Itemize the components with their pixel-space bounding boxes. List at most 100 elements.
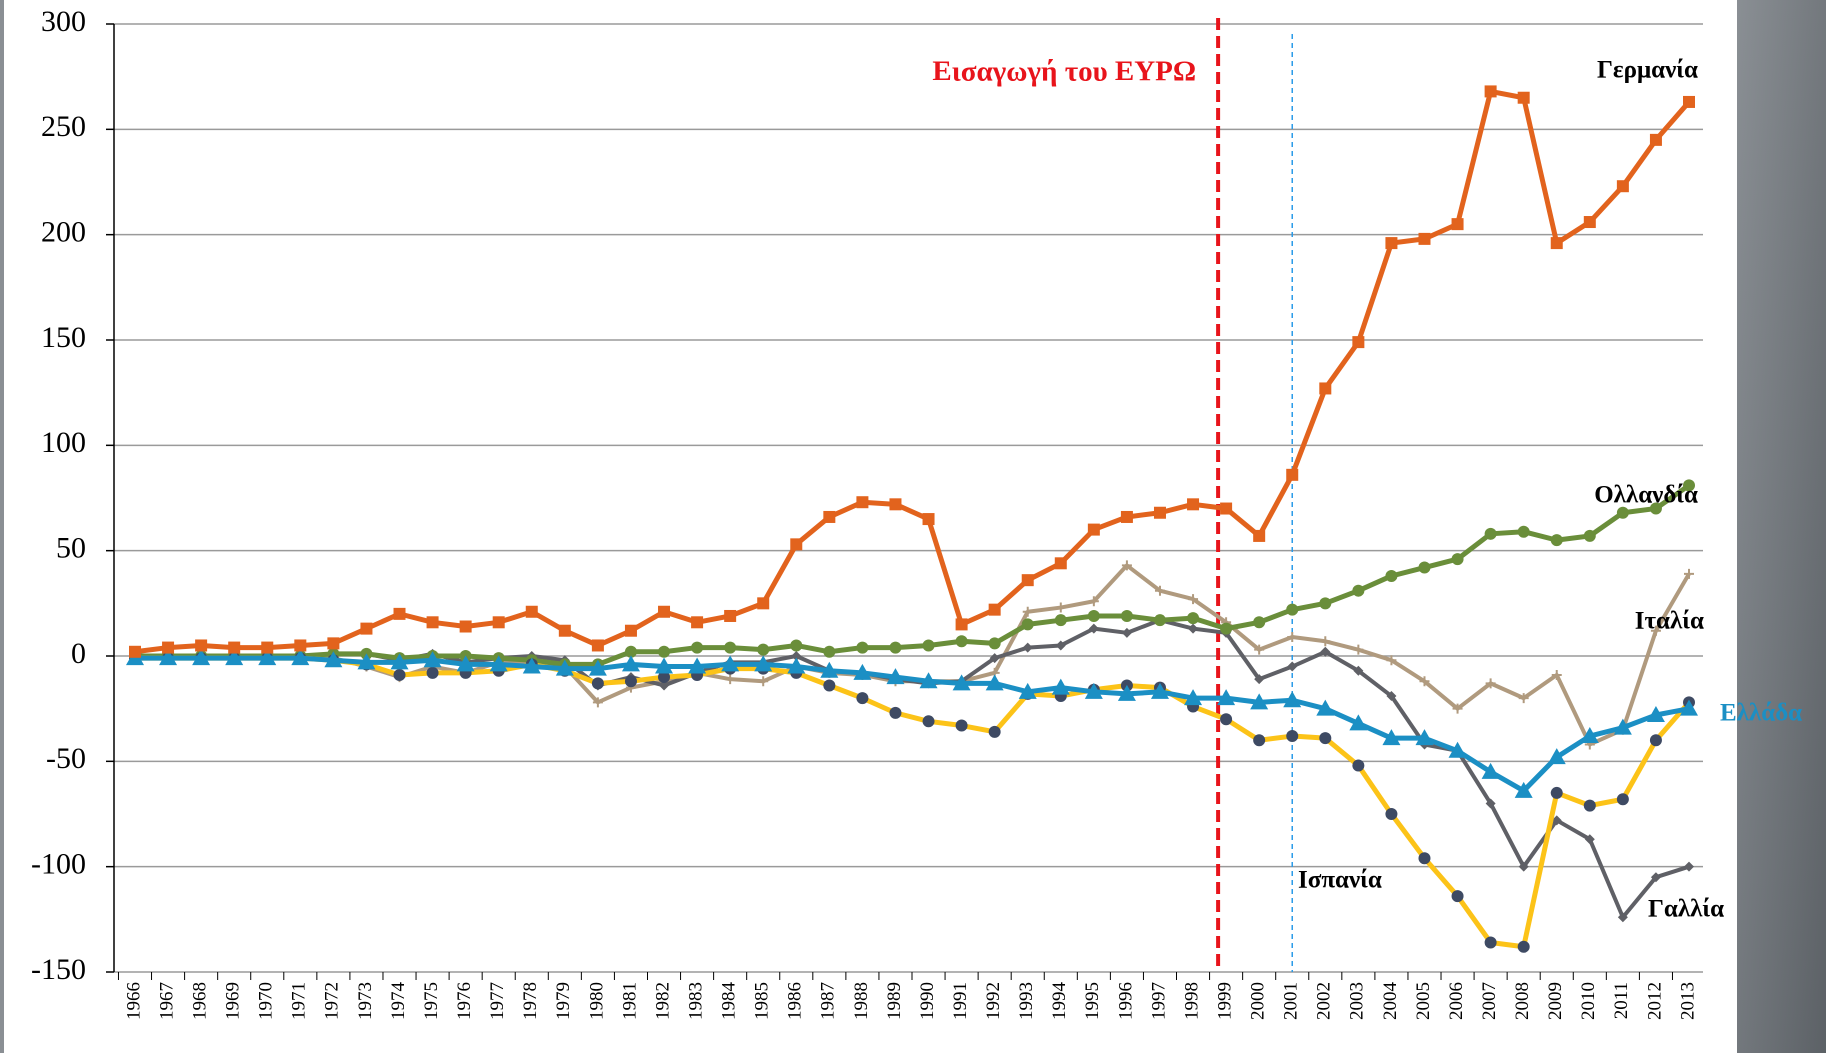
y-tick-label: 50 xyxy=(56,532,86,565)
marker xyxy=(1484,936,1497,949)
marker xyxy=(1518,861,1529,872)
marker xyxy=(588,659,607,676)
marker xyxy=(790,538,803,551)
marker xyxy=(423,651,442,668)
marker xyxy=(1484,527,1497,540)
marker xyxy=(1120,609,1133,622)
marker xyxy=(1022,642,1033,653)
x-tick-label: 1971 xyxy=(289,982,310,1020)
marker xyxy=(1550,237,1563,250)
marker xyxy=(856,692,869,705)
marker xyxy=(820,661,839,678)
x-tick-label: 1994 xyxy=(1049,982,1070,1021)
marker xyxy=(758,676,769,687)
marker xyxy=(1418,232,1431,245)
x-tick-label: 1982 xyxy=(652,982,673,1020)
x-tick-label: 2011 xyxy=(1611,982,1632,1019)
marker xyxy=(791,651,802,661)
x-tick-label: 1998 xyxy=(1181,982,1202,1020)
marker xyxy=(555,659,574,676)
marker xyxy=(787,657,806,674)
marker xyxy=(1518,693,1529,704)
marker xyxy=(1683,95,1695,108)
y-tick-label: 150 xyxy=(41,321,86,354)
marker xyxy=(1352,759,1365,772)
marker xyxy=(1415,729,1434,746)
marker xyxy=(724,609,737,622)
marker xyxy=(1055,602,1066,613)
marker xyxy=(1250,693,1269,710)
marker xyxy=(1485,678,1496,689)
x-tick-label: 1969 xyxy=(223,982,244,1020)
marker xyxy=(1646,705,1665,722)
marker xyxy=(691,616,704,629)
marker xyxy=(225,649,244,666)
marker xyxy=(724,641,737,654)
marker xyxy=(955,618,968,631)
marker xyxy=(889,641,902,654)
marker xyxy=(856,641,869,654)
y-tick-label: -50 xyxy=(46,742,86,775)
series-label: Ολλανδία xyxy=(1594,482,1698,509)
marker xyxy=(1484,85,1497,98)
marker xyxy=(922,639,935,652)
x-tick-label: 1973 xyxy=(355,982,376,1020)
marker xyxy=(1121,560,1132,571)
marker xyxy=(1021,574,1034,587)
marker xyxy=(1087,523,1100,536)
marker xyxy=(459,620,472,633)
x-tick-label: 1976 xyxy=(454,982,475,1020)
marker xyxy=(1021,618,1034,631)
marker xyxy=(725,674,736,685)
marker xyxy=(1353,644,1364,655)
marker xyxy=(1188,623,1199,634)
marker xyxy=(1684,568,1694,579)
marker xyxy=(1418,561,1431,574)
marker xyxy=(988,603,1001,616)
x-tick-label: 1999 xyxy=(1214,982,1235,1020)
marker xyxy=(1084,682,1103,699)
marker xyxy=(1616,180,1629,193)
marker xyxy=(624,645,637,658)
marker xyxy=(1550,534,1563,547)
marker xyxy=(1385,808,1398,820)
series-label: Γερμανία xyxy=(1597,57,1698,84)
marker xyxy=(1382,729,1401,746)
marker xyxy=(426,666,439,679)
marker xyxy=(1187,612,1200,625)
marker xyxy=(856,496,869,509)
marker xyxy=(324,651,343,668)
side-panel xyxy=(1737,0,1826,1053)
marker xyxy=(1649,734,1662,747)
marker xyxy=(195,639,208,652)
marker xyxy=(1448,741,1467,758)
y-tick-label: -150 xyxy=(31,953,86,986)
x-tick-label: 1966 xyxy=(123,982,144,1020)
marker xyxy=(1253,529,1266,542)
series-label: Γαλλία xyxy=(1648,896,1724,923)
x-tick-label: 2001 xyxy=(1281,982,1302,1020)
marker xyxy=(922,715,935,728)
x-tick-label: 2008 xyxy=(1512,982,1533,1020)
marker xyxy=(721,655,740,672)
x-tick-label: 2002 xyxy=(1314,982,1335,1020)
marker xyxy=(1613,718,1632,735)
marker xyxy=(327,637,340,650)
marker xyxy=(1187,498,1200,511)
x-tick-label: 1993 xyxy=(1016,982,1037,1020)
marker xyxy=(159,649,178,666)
x-tick-label: 1978 xyxy=(520,982,541,1020)
marker xyxy=(1517,940,1530,953)
marker xyxy=(624,675,637,688)
marker xyxy=(360,622,373,635)
marker xyxy=(655,657,674,674)
x-tick-label: 1968 xyxy=(189,982,210,1020)
marker xyxy=(754,655,773,672)
x-tick-label: 1997 xyxy=(1148,982,1169,1020)
x-tick-label: 1980 xyxy=(586,982,607,1020)
marker xyxy=(592,697,603,708)
x-tick-label: 2012 xyxy=(1644,982,1665,1020)
marker xyxy=(1220,713,1233,726)
x-tick-label: 1985 xyxy=(752,982,773,1020)
